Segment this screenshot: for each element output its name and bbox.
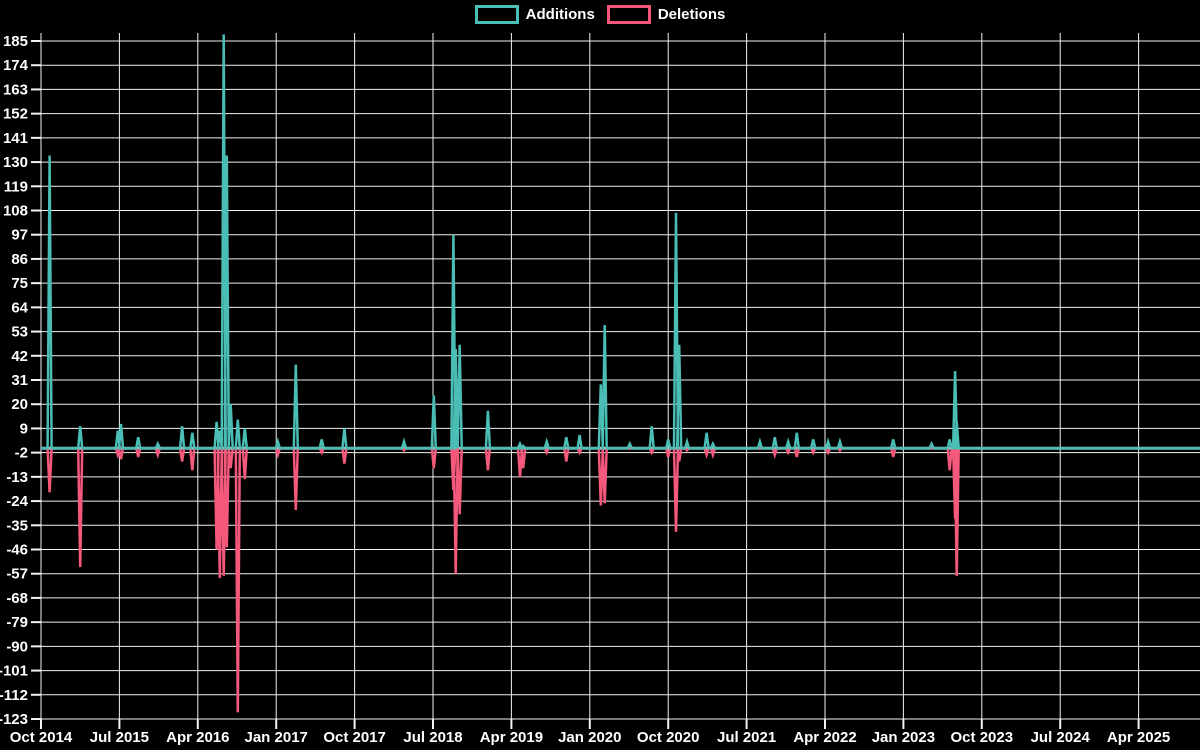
y-axis-label: 9	[20, 420, 28, 437]
y-axis-label: 185	[3, 33, 28, 50]
y-axis-label: -35	[6, 517, 28, 534]
y-axis-label: 20	[11, 396, 28, 413]
y-axis-label: 42	[11, 348, 28, 365]
y-axis-label: -57	[6, 566, 28, 583]
x-axis-label: Jul 2021	[717, 729, 776, 746]
x-axis-label: Jul 2015	[90, 729, 149, 746]
legend-label-additions: Additions	[525, 5, 595, 23]
x-axis-label: Apr 2022	[793, 729, 856, 746]
x-axis-label: Jan 2023	[872, 729, 935, 746]
x-axis-label: Oct 2014	[10, 729, 73, 746]
x-axis-label: Jan 2020	[558, 729, 621, 746]
x-axis-label: Apr 2016	[166, 729, 229, 746]
y-axis-label: 152	[3, 106, 28, 123]
x-axis-label: Oct 2023	[951, 729, 1014, 746]
legend-item-additions[interactable]: Additions	[474, 5, 595, 24]
y-axis-label: -123	[0, 711, 28, 728]
y-axis-label: 119	[4, 178, 28, 195]
legend-item-deletions[interactable]: Deletions	[606, 5, 726, 24]
y-axis-label: -2	[15, 445, 28, 462]
y-axis-label: 130	[3, 154, 28, 171]
x-axis-label: Apr 2019	[480, 729, 543, 746]
chart-legend: Additions Deletions	[0, 5, 1200, 24]
y-axis-label: 64	[11, 299, 28, 316]
y-axis-label: 163	[3, 81, 28, 98]
y-axis-label: 108	[3, 203, 28, 220]
legend-label-deletions: Deletions	[657, 5, 726, 23]
deletions-swatch-icon	[606, 5, 651, 24]
deletions-line	[40, 446, 1200, 713]
y-axis-label: -90	[6, 638, 28, 655]
x-axis-label: Apr 2025	[1107, 729, 1170, 746]
y-axis-label: 31	[11, 372, 28, 389]
y-axis-label: -68	[6, 590, 28, 607]
x-axis-label: Jan 2017	[245, 729, 308, 746]
y-axis-label: -101	[0, 663, 28, 680]
y-axis-label: 75	[11, 275, 28, 292]
x-axis-label: Jul 2018	[403, 729, 462, 746]
y-axis-label: -79	[6, 614, 28, 631]
additions-line	[40, 34, 1200, 450]
y-axis-label: -24	[6, 493, 28, 510]
x-axis-label: Jul 2024	[1031, 729, 1091, 746]
y-axis-label: -13	[6, 469, 28, 486]
y-axis-label: -112	[0, 687, 28, 704]
y-axis-label: 141	[3, 130, 28, 147]
additions-swatch-icon	[474, 5, 519, 24]
x-axis-label: Oct 2020	[637, 729, 700, 746]
y-axis-label: -46	[6, 542, 28, 559]
y-axis-label: 174	[3, 57, 29, 74]
y-axis-label: 86	[11, 251, 28, 268]
y-axis-label: 53	[11, 324, 28, 341]
y-axis-label: 97	[11, 227, 28, 244]
x-axis-label: Oct 2017	[323, 729, 386, 746]
